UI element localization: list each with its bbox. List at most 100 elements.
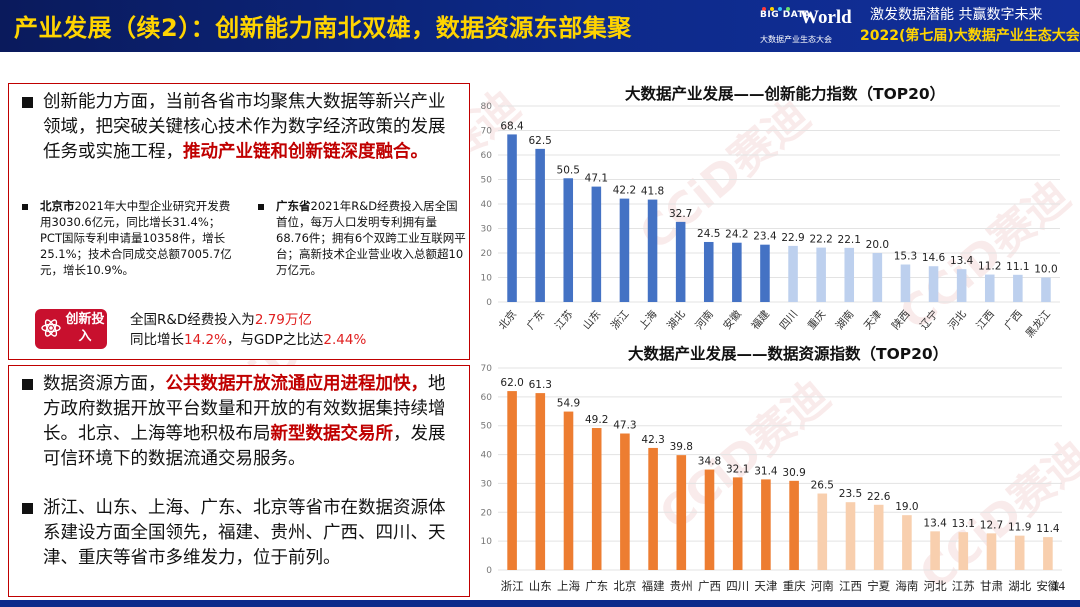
- bar: [760, 244, 770, 302]
- bar: [761, 479, 771, 570]
- rd-investment-text: 全国R&D经费投入为2.79万亿 同比增长14.2%，与GDP之比达2.44%: [130, 310, 366, 350]
- guangdong-note: 广东省2021年R&D经费投入居全国首位，每万人口发明专利拥有量68.76件；拥…: [258, 198, 466, 278]
- bar: [563, 411, 574, 570]
- bar: [648, 447, 658, 570]
- beijing-label: 北京市: [40, 199, 75, 213]
- bar: [676, 455, 687, 570]
- data-label: 31.4: [754, 465, 778, 477]
- bar: [535, 393, 546, 570]
- bar: [703, 241, 714, 302]
- y-tick-label: 20: [481, 249, 493, 259]
- y-tick-label: 50: [481, 422, 493, 432]
- bar: [958, 532, 969, 570]
- x-tick-label: 陕西: [889, 308, 912, 332]
- slide-title: 产业发展（续2）：创新能力南北双雄，数据资源东部集聚: [14, 14, 632, 42]
- data-label: 54.9: [557, 398, 580, 410]
- p1-text-c: 地方政府数据开放平台数量和开放的有效数据集持续增长。北京、上海等地积极布局: [43, 374, 446, 444]
- beijing-text: 北京市2021年大中型企业研究开发费用3030.6亿元，同比增长31.4%；PC…: [40, 198, 240, 278]
- x-tick-label: 海南: [895, 579, 918, 593]
- bar: [873, 504, 884, 570]
- data-label: 32.1: [726, 463, 749, 475]
- x-tick-label: 湖北: [665, 308, 688, 332]
- data-label: 62.5: [528, 135, 551, 147]
- data-label: 11.1: [1006, 261, 1029, 273]
- atom-icon: [41, 319, 61, 337]
- chart2-title: 大数据产业发展——数据资源指数（TOP20）: [628, 345, 949, 363]
- x-tick-label: 甘肃: [980, 579, 1003, 593]
- y-tick-label: 30: [481, 225, 493, 235]
- bar: [619, 198, 630, 302]
- bar: [563, 178, 574, 302]
- gdp-ratio: 2.44%: [323, 332, 367, 348]
- bar: [704, 469, 715, 570]
- x-tick-label: 福建: [642, 579, 665, 593]
- x-tick-label: 北京: [496, 308, 519, 332]
- header-slogan: 激发数据潜能 共赢数字未来: [870, 7, 1043, 23]
- data-resource-box: [8, 365, 470, 597]
- guangdong-text: 广东省2021年R&D经费投入居全国首位，每万人口发明专利拥有量68.76件；拥…: [276, 198, 466, 278]
- guangdong-detail: 2021年R&D经费投入居全国首位，每万人口发明专利拥有量68.76件；拥有6个…: [276, 199, 466, 277]
- data-label: 47.3: [613, 420, 636, 432]
- data-label: 26.5: [811, 480, 834, 492]
- data-label: 22.2: [809, 234, 832, 246]
- data-label: 24.5: [697, 228, 720, 240]
- innovation-text: 创新能力方面，当前各省市均聚焦大数据等新兴产业领域，把突破关键核心技术作为数字经…: [43, 92, 446, 162]
- bar: [984, 274, 995, 302]
- bar: [675, 221, 686, 302]
- data-label: 11.4: [1036, 523, 1060, 535]
- x-tick-label: 贵州: [670, 579, 693, 593]
- y-tick-label: 10: [481, 537, 493, 547]
- bar: [900, 264, 911, 302]
- bullet-square-icon: [258, 204, 264, 210]
- bar: [1013, 274, 1023, 302]
- y-tick-label: 30: [481, 479, 493, 489]
- guangdong-label: 广东省: [276, 199, 311, 213]
- y-tick-label: 60: [481, 393, 493, 403]
- data-resource-paragraph: 数据资源方面，公共数据开放流通应用进程加快，地方政府数据开放平台数量和开放的有效…: [43, 372, 462, 472]
- data-label: 34.8: [698, 456, 721, 468]
- x-tick-label: 浙江: [609, 308, 632, 332]
- innovation-paragraph: 创新能力方面，当前各省市均聚焦大数据等新兴产业领域，把突破关键核心技术作为数字经…: [43, 90, 462, 165]
- x-tick-label: 上海: [557, 579, 580, 593]
- x-tick-label: 河北: [946, 308, 969, 332]
- y-tick-label: 0: [486, 566, 492, 576]
- data-label: 68.4: [500, 120, 524, 132]
- y-tick-label: 70: [481, 127, 493, 137]
- x-tick-label: 山东: [529, 579, 552, 593]
- bar: [1041, 277, 1051, 302]
- y-tick-label: 80: [481, 102, 493, 112]
- bar: [817, 493, 828, 570]
- y-tick-label: 20: [481, 508, 493, 518]
- bullet-square-icon: [22, 503, 33, 514]
- bar: [535, 148, 545, 302]
- bar: [732, 477, 743, 570]
- logo-big-data: BIG DATA: [760, 10, 811, 20]
- bar: [789, 480, 799, 570]
- data-label: 20.0: [866, 239, 889, 251]
- beijing-detail: 2021年大中型企业研究开发费用3030.6亿元，同比增长31.4%；PCT国际…: [40, 199, 232, 277]
- x-tick-label: 重庆: [783, 579, 806, 593]
- bar: [591, 428, 602, 570]
- rd-amount: 2.79万亿: [254, 312, 312, 328]
- data-label: 11.2: [978, 261, 1001, 273]
- y-tick-label: 10: [481, 274, 493, 284]
- header-bar: 产业发展（续2）：创新能力南北双雄，数据资源东部集聚 BIG DATA Worl…: [0, 0, 1080, 52]
- p1-highlight-b: 公共数据开放流通应用进程加快，: [165, 374, 429, 394]
- data-label: 42.2: [613, 185, 636, 197]
- x-tick-label: 安徽: [721, 307, 745, 332]
- logo-subtitle: 大数据产业生态大会: [760, 35, 832, 44]
- conference-name: 2022(第七届)大数据产业生态大会: [860, 28, 1080, 44]
- data-label: 14.6: [922, 252, 946, 264]
- data-label: 47.1: [585, 173, 608, 185]
- x-tick-label: 宁夏: [867, 579, 890, 593]
- rd-label: 全国R&D经费投入为: [130, 312, 255, 328]
- x-tick-label: 福建: [749, 307, 773, 332]
- x-tick-label: 四川: [726, 579, 749, 593]
- bar: [620, 433, 630, 570]
- page-number: 14: [1052, 578, 1065, 593]
- data-label: 23.4: [753, 231, 777, 243]
- data-label: 50.5: [557, 164, 580, 176]
- x-tick-label: 山东: [580, 308, 603, 332]
- x-tick-label: 辽宁: [917, 308, 940, 332]
- data-label: 30.9: [782, 467, 805, 479]
